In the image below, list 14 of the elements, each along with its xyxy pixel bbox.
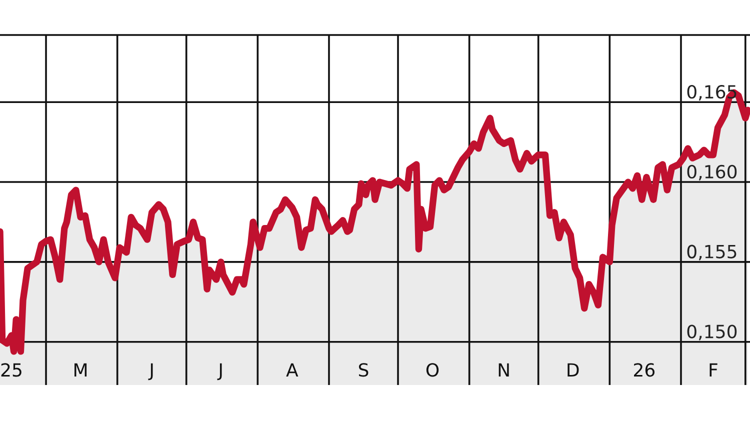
x-tick-label: O: [426, 363, 439, 377]
x-tick-label: J: [148, 363, 153, 380]
x-tick-label: S: [358, 363, 368, 377]
x-tick-label: J: [217, 363, 222, 380]
x-tick-label: A: [286, 363, 298, 376]
x-tick-label: N: [498, 363, 509, 376]
x-tick-label: 25: [1, 363, 22, 377]
x-tick-label: 26: [634, 363, 655, 377]
x-tick-label: D: [568, 363, 579, 376]
y-tick-label: 0,155: [687, 244, 736, 260]
x-tick-label: M: [74, 363, 87, 376]
x-tick-label: F: [710, 363, 718, 376]
y-tick-label: 0,150: [687, 324, 737, 340]
y-tick-label: 0,160: [687, 164, 737, 180]
